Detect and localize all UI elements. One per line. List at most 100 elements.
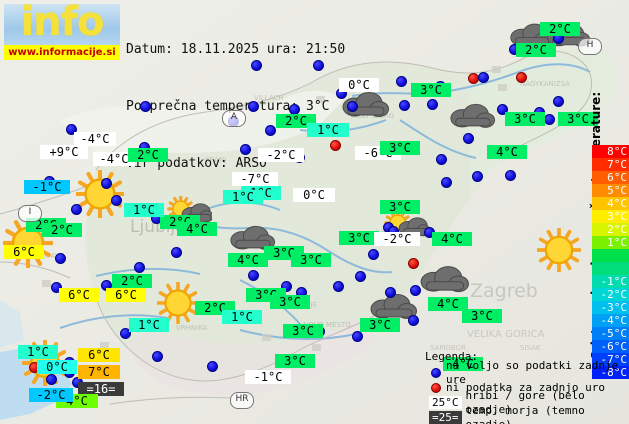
legend-row-text: temp. morja (temno ozadje) [465,403,585,424]
temperature-label: 1°C [223,190,263,204]
station-dot-available[interactable] [51,282,62,293]
station-dot-available[interactable] [152,351,163,362]
station-dot-available[interactable] [71,204,82,215]
station-dot-available[interactable] [352,331,363,342]
legend-row: ni podatka za zadnjo uro [425,380,625,395]
legend-title: Legenda: [425,350,478,363]
temperature-label: 3°C [270,295,310,309]
station-dot-available[interactable] [66,124,77,135]
station-dot-available[interactable] [553,96,564,107]
station-dot-available[interactable] [385,287,396,298]
temperature-label: 2°C [112,274,152,288]
station-dot-available[interactable] [248,101,259,112]
temperature-label: 2°C [276,114,316,128]
station-dot-missing[interactable] [330,140,341,151]
station-dot-available[interactable] [333,281,344,292]
cloud-icon [418,262,470,298]
scale-step: 8°C [592,145,629,158]
temperature-label: 3°C [411,83,451,97]
scale-step: 4°C [592,197,629,210]
station-dot-available[interactable] [171,247,182,258]
station-dot-available[interactable] [396,76,407,87]
station-dot-available[interactable] [55,253,66,264]
legend-sea-chip: =25= [429,411,462,424]
temperature-label: 3°C [291,253,331,267]
logo-wordmark: info [20,4,104,45]
station-dot-available[interactable] [265,125,276,136]
temperature-label: 1°C [18,345,58,359]
country-badge: A [222,110,246,127]
station-dot-available[interactable] [101,178,112,189]
station-dot-available[interactable] [140,101,151,112]
temperature-label: 6°C [106,288,146,302]
station-dot-available[interactable] [410,285,421,296]
station-dot-available[interactable] [251,60,262,71]
header-date: Datum: 18.11.2025 ura: 21:50 [126,42,346,57]
svg-text:VILLACH: VILLACH [254,94,284,102]
station-dot-available[interactable] [497,104,508,115]
temperature-label: 7°C [78,365,120,379]
temperature-label: 3°C [275,354,315,368]
temperature-label: 4°C [177,222,217,236]
scale-step: -2°C [592,288,629,301]
station-dot-available[interactable] [207,361,218,372]
legend-row-text: hribi / gore (belo ozadje) [465,388,585,416]
svg-text:WOLFSBERG: WOLFSBERG [350,112,394,120]
station-dot-available[interactable] [120,328,131,339]
station-dot-available[interactable] [281,281,292,292]
station-dot-available[interactable] [478,72,489,83]
station-dot-available[interactable] [472,171,483,182]
station-dot-available[interactable] [240,144,251,155]
legend-row-text: na voljo so podatki zadnje ure [446,358,619,386]
temperature-label: 6°C [78,348,120,362]
station-dot-missing[interactable] [516,72,527,83]
temperature-label: -2°C [374,232,420,246]
station-dot-available[interactable] [347,101,358,112]
station-dot-available[interactable] [441,177,452,188]
station-dot-available[interactable] [355,271,366,282]
scale-step: -7°C [592,353,629,366]
station-dot-available[interactable] [505,170,516,181]
scale-step [592,249,629,262]
station-dot-available[interactable] [46,374,57,385]
temperature-label: 3°C [505,112,545,126]
temperature-label: 3°C [283,324,323,338]
temperature-label: 4°C [443,357,483,371]
cloud-icon [368,290,418,325]
svg-text:VIPAVA: VIPAVA [40,252,64,260]
temperature-label: -7°C [232,172,278,186]
station-dot-missing[interactable] [408,258,419,269]
station-dot-available[interactable] [408,315,419,326]
legend-mountain-chip: 25°C [429,396,462,409]
svg-text:SISAK: SISAK [520,344,541,352]
station-dot-available[interactable] [427,99,438,110]
temperature-label: -2°C [258,148,304,162]
temperature-label: 1°C [124,203,164,217]
country-badge: I [18,205,42,222]
station-dot-available[interactable] [368,249,379,260]
svg-text:Zagreb: Zagreb [470,280,538,302]
sun-icon [536,227,582,276]
station-dot-available[interactable] [134,262,145,273]
station-dot-available[interactable] [248,270,259,281]
legend-row: =25= temp. morja (temno ozadje) [425,404,625,424]
site-logo[interactable]: info www.informacije.si [4,4,120,60]
scale-step: 7°C [592,158,629,171]
station-dot-available[interactable] [313,60,324,71]
temperature-label: +9°C [40,145,88,159]
scale-step: 6°C [592,171,629,184]
temperature-label: 3°C [380,141,420,155]
svg-text:VRHNIKA: VRHNIKA [176,324,208,332]
station-dot-available[interactable] [111,195,122,206]
station-dot-available[interactable] [399,100,410,111]
temperature-label: 4°C [428,297,468,311]
scale-step: 2°C [592,223,629,236]
legend-red-dot-icon [431,382,441,393]
station-dot-available[interactable] [544,114,555,125]
legend-blue-dot-icon [431,367,441,378]
temperature-label: 1°C [307,123,349,137]
station-dot-available[interactable] [463,133,474,144]
station-dot-available[interactable] [436,154,447,165]
cloud-icon [228,222,276,256]
